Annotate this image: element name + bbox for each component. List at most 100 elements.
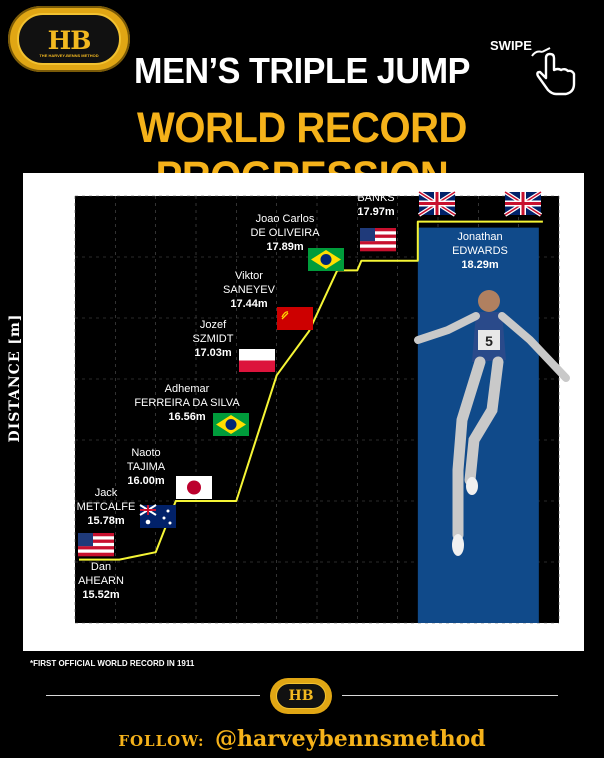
- athlete-first-name: Willie: [363, 178, 389, 190]
- brazil-flag-icon: [213, 413, 249, 436]
- x-tick-label: 1940: [185, 635, 208, 646]
- flag-cross-red: [419, 192, 455, 215]
- record-mark: 17.97m: [357, 206, 395, 218]
- athlete-last-name: EDWARDS: [452, 245, 508, 257]
- y-tick-label: 17.50: [40, 314, 65, 325]
- athlete-first-name: Joao Carlos: [256, 213, 315, 225]
- footer-divider-right: [342, 695, 558, 696]
- athlete-illustration: 5: [414, 290, 570, 556]
- flag-canton: [360, 228, 375, 242]
- flag-stripe: [360, 247, 396, 252]
- flag-stripe: [360, 244, 396, 249]
- record-mark: 15.78m: [87, 515, 125, 527]
- flag-disc: [187, 480, 201, 495]
- flag-stripe: [78, 546, 114, 550]
- flag-cross-red: [505, 192, 541, 215]
- athlete-left-leg: [452, 356, 486, 541]
- record-mark: 16.00m: [127, 475, 165, 487]
- x-tick-label: 1950: [225, 635, 248, 646]
- y-axis-ticks: 15.00 15.50 16.00 16.50 17.00 17.50 18.00 18.50: [40, 192, 65, 630]
- x-axis-ticks: 1910 1920 1930 1940 1950 1960 1970 1980 1990 2000…: [64, 635, 571, 646]
- flag-globe: [320, 254, 332, 265]
- athlete-bib: [478, 330, 500, 350]
- y-tick-label: 16.00: [40, 497, 65, 508]
- flag-emblem: [281, 311, 289, 320]
- y-tick-label: 15.50: [40, 558, 65, 569]
- footer-logo-ring: HB: [276, 683, 326, 709]
- flag-bottom: [239, 360, 275, 372]
- flag-stripe: [78, 542, 114, 547]
- flag-stripe: [78, 549, 114, 554]
- usa-flag-icon: [78, 533, 114, 557]
- athlete-last-name: BANKS: [357, 192, 394, 204]
- page-title: MEN’S TRIPLE JUMP: [134, 50, 470, 91]
- swipe-label[interactable]: SWIPE: [490, 38, 532, 53]
- brand-logo-ring: HB THE HARVEY-BENNS METHOD: [17, 13, 121, 65]
- record-mark: 17.89m: [266, 241, 304, 253]
- athlete-last-name: AHEARN: [78, 575, 124, 587]
- follow-line: FOLLOW: @harveybennsmethod: [0, 726, 604, 752]
- x-tick-label: 1930: [145, 635, 168, 646]
- record-annotations: Dan AHEARN 15.52m Jack METCALFE 15.78m Naoto TA…: [77, 178, 543, 601]
- athlete-last-name: SZMIDT: [193, 333, 234, 345]
- athlete-last-name: TAJIMA: [127, 461, 166, 473]
- record-mark: 18.29m: [461, 259, 499, 271]
- x-tick-label: 2020: [508, 635, 531, 646]
- usa-flag-icon: [360, 228, 396, 252]
- y-tick-label: 16.50: [40, 436, 65, 447]
- brand-logo: HB THE HARVEY-BENNS METHOD: [8, 6, 130, 72]
- flag-canton: [78, 533, 93, 547]
- athlete-first-name: Jonathan: [457, 231, 502, 243]
- record-mark: 17.03m: [194, 347, 232, 359]
- flag-star: [166, 509, 170, 513]
- athlete-first-name: Viktor: [235, 270, 263, 282]
- flag-stripe: [78, 533, 114, 537]
- poland-flag-icon: [239, 349, 275, 372]
- social-handle-link[interactable]: @harveybennsmethod: [215, 726, 486, 752]
- series-line: [79, 220, 543, 561]
- athlete-right-leg: [464, 356, 504, 486]
- record-mark: 15.52m: [82, 589, 120, 601]
- x-tick-label: 1990: [387, 635, 410, 646]
- brand-logo-subtext: THE HARVEY-BENNS METHOD: [39, 53, 99, 58]
- hand-swipe-icon[interactable]: [528, 46, 584, 98]
- y-tick-label: 17.00: [40, 375, 65, 386]
- x-tick-label: 1980: [346, 635, 369, 646]
- record-mark: 17.44m: [230, 298, 268, 310]
- x-tick-label: 1910: [64, 635, 87, 646]
- flag-stripe: [78, 552, 114, 557]
- footer-logo-text: HB: [288, 688, 314, 704]
- flag-stripe: [360, 241, 396, 245]
- flag-cross: [140, 505, 156, 515]
- ussr-flag-icon: [277, 307, 313, 330]
- athlete-left-shoe: [452, 534, 464, 556]
- record-mark: 16.56m: [168, 411, 206, 423]
- athlete-first-name: Adhemar: [165, 383, 210, 395]
- athlete-left-arm: [414, 312, 480, 344]
- athlete-last-name: FERREIRA DA SILVA: [134, 397, 240, 409]
- australia-flag-icon: [139, 504, 176, 528]
- x-tick-label: 2000: [427, 635, 450, 646]
- flag-stripe: [360, 237, 396, 242]
- athlete-right-shoe: [466, 477, 478, 495]
- footer-divider-left: [46, 695, 260, 696]
- y-axis-label: DISTANCE [m]: [7, 313, 23, 443]
- athlete-bib-number: 5: [485, 333, 493, 349]
- flag-star: [168, 521, 172, 525]
- athlete-right-arm: [498, 312, 570, 382]
- footer-logo: HB: [270, 678, 332, 714]
- progression-line: [79, 220, 543, 561]
- uk-flag-icon: [503, 190, 543, 217]
- y-tick-label: 18.50: [40, 192, 65, 203]
- athlete-first-name: Naoto: [131, 447, 160, 459]
- footnote: *FIRST OFFICIAL WORLD RECORD IN 1911: [30, 659, 195, 668]
- flag-stripe: [360, 234, 396, 239]
- flag-stripe: [360, 231, 396, 235]
- y-tick-label: 15.00: [40, 619, 65, 630]
- flag-stripe: [360, 228, 396, 232]
- flag-star: [162, 516, 166, 520]
- flag-stripe: [78, 539, 114, 544]
- athlete-last-name: DE OLIVEIRA: [250, 227, 320, 239]
- uk-flag-icon: [417, 190, 457, 217]
